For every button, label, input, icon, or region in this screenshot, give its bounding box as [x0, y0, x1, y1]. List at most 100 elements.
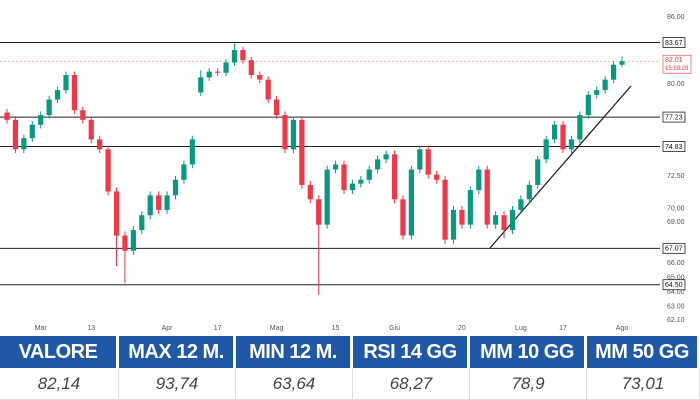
y-tick-label: 80.00	[667, 81, 685, 88]
candle-body	[282, 115, 288, 150]
x-tick-label: 20	[458, 325, 466, 332]
candle-body	[610, 64, 617, 80]
candle-body	[509, 209, 516, 231]
candle-body	[29, 124, 35, 139]
candle-body	[358, 179, 364, 184]
table-header: VALORE	[0, 336, 119, 368]
candle-body	[602, 79, 608, 91]
x-tick-label: 15	[332, 325, 340, 332]
candle-body	[80, 110, 86, 120]
data-table: VALORE MAX 12 M. MIN 12 M. RSI 14 GG MM 10 G…	[0, 336, 700, 400]
candle-body	[189, 139, 195, 165]
level-label-box	[662, 279, 686, 291]
x-tick-label: Apr	[162, 325, 174, 332]
table-header: MM 50 GG	[587, 336, 700, 368]
y-tick-label: 86.00	[667, 14, 685, 21]
candle-body	[324, 169, 330, 225]
candle-body	[4, 112, 10, 120]
candle-body	[476, 169, 482, 191]
candle-body	[434, 174, 440, 180]
y-tick-label: 65.00	[667, 274, 685, 281]
countdown-label: 15:59:28	[665, 66, 689, 72]
candle-body	[240, 50, 246, 61]
candle-body	[467, 190, 473, 225]
table-value: 93,74	[119, 368, 236, 400]
level-label-box	[662, 141, 686, 152]
candle-body	[417, 149, 423, 170]
candle-body	[231, 50, 238, 63]
candle-body	[172, 179, 179, 196]
table-value: 78,9	[470, 368, 587, 400]
candle-body	[577, 115, 583, 140]
candle-body	[206, 71, 212, 78]
candle-body	[459, 209, 465, 225]
table-header: MIN 12 M.	[236, 336, 353, 368]
x-tick-label: Mag	[270, 325, 284, 332]
level-label: 67.07	[665, 246, 683, 253]
level-label: 83.67	[665, 40, 683, 47]
last-price-box	[662, 54, 692, 74]
candle-body	[484, 169, 490, 225]
candle-body	[181, 164, 187, 180]
candle-body	[442, 179, 448, 240]
candle-body	[391, 154, 398, 200]
table-header: MAX 12 M.	[119, 336, 236, 368]
table-header: MM 10 GG	[470, 336, 587, 368]
candle-body	[552, 124, 558, 140]
y-tick-label: 64.00	[667, 289, 685, 296]
candle-body	[105, 149, 111, 192]
candle-body	[88, 119, 94, 140]
level-label: 77.23	[665, 114, 683, 121]
y-tick-label: 72.50	[667, 173, 685, 180]
candle-body	[332, 164, 339, 170]
candle-body	[215, 71, 221, 73]
candle-body	[568, 139, 575, 150]
candle-body	[518, 199, 524, 210]
candle-body	[341, 164, 347, 191]
table-value: 82,14	[0, 368, 119, 400]
candle-body	[383, 154, 389, 160]
candle-body	[46, 99, 52, 116]
level-label: 64.50	[665, 282, 683, 289]
candle-body	[594, 90, 600, 95]
candle-body	[585, 94, 591, 116]
y-tick-label: 62.10	[667, 317, 685, 324]
candle-body	[349, 183, 356, 191]
candle-body	[299, 119, 305, 185]
table-header: RSI 14 GG	[353, 336, 470, 368]
table-value: 73,01	[587, 368, 700, 400]
candle-body	[156, 195, 162, 210]
candle-body	[493, 215, 499, 225]
candle-body	[71, 75, 77, 111]
candle-body	[501, 215, 507, 231]
candle-body	[63, 75, 69, 91]
candle-body	[408, 169, 414, 236]
candle-body	[223, 62, 229, 73]
level-label-box	[662, 111, 686, 123]
last-price-label: 82.01	[665, 57, 683, 64]
candle-body	[21, 138, 27, 150]
candle-body	[38, 115, 44, 125]
x-tick-label: Giu	[389, 325, 400, 332]
candle-body	[543, 139, 549, 160]
candle-body	[273, 99, 280, 116]
x-tick-label: 17	[559, 325, 567, 332]
chart: 86.00 80.00 72.50 70.00 69.00 66.00 65.00 64.00…	[0, 14, 692, 332]
candle-body	[147, 195, 153, 216]
y-tick-label: 66.00	[667, 260, 685, 267]
candle-body	[535, 159, 541, 185]
x-tick-label: Mar	[35, 325, 48, 332]
candle-body	[113, 191, 120, 236]
candle-body	[54, 90, 61, 100]
table-value: 68,27	[353, 368, 470, 400]
candle-body	[316, 199, 322, 225]
x-tick-label: 17	[214, 325, 222, 332]
candle-body	[560, 124, 566, 150]
table-value: 63,64	[236, 368, 353, 400]
candle-body	[130, 230, 136, 251]
x-tick-label: 13	[87, 325, 95, 332]
candle-body	[450, 209, 457, 240]
level-label-box	[662, 242, 686, 254]
x-tick-label: Lug	[515, 325, 527, 332]
